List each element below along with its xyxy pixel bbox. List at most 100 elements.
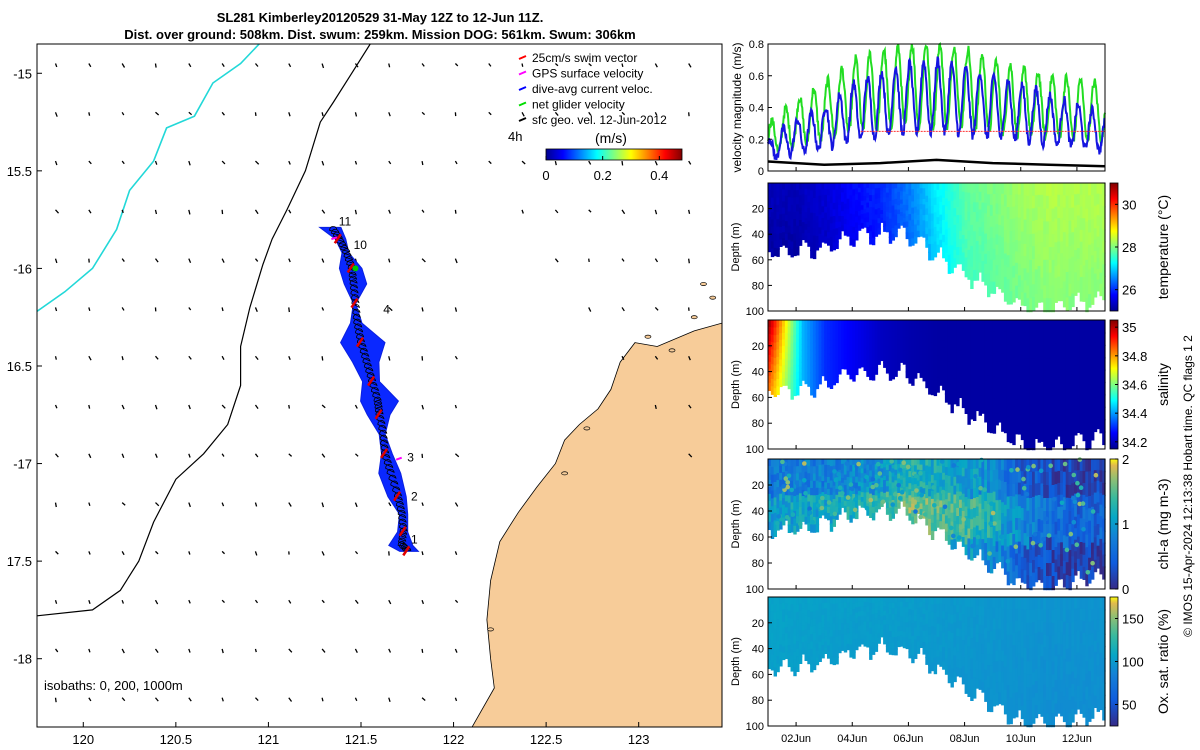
heatmap-cell [953,361,957,372]
heatmap-cell [841,324,845,331]
heatmap-cell [860,214,865,220]
heatmap-cell [950,494,954,505]
heatmap-cell [885,469,890,477]
geo-vector [221,404,226,409]
heatmap-cell [880,332,884,338]
heatmap-cell [1096,395,1100,408]
heatmap-cell [964,403,968,414]
heatmap-cell [824,355,828,363]
heatmap-cell [1023,280,1027,294]
heatmap-cell [1082,554,1086,568]
heatmap-cell [1074,342,1078,356]
day-label: 1 [411,533,418,547]
heatmap-cell [1082,194,1086,208]
heatmap-cell [846,512,850,520]
heatmap-cell [905,612,909,619]
heatmap-cell [782,365,786,373]
heatmap-cell [953,476,957,487]
heatmap-cell [916,647,921,654]
heatmap-cell [1054,355,1058,369]
heatmap-cell [1060,566,1064,580]
heatmap-cell [1054,331,1058,345]
geo-vector [221,648,224,654]
heatmap-cell [1082,253,1086,267]
heatmap-cell [964,384,968,396]
heatmap-cell [804,603,808,611]
heatmap-cell [824,212,828,220]
heatmap-cell [1020,343,1025,357]
heatmap-cell [838,480,842,488]
heatmap-cell [1096,341,1100,354]
heatmap-cell [944,320,949,330]
heatmap-cell [773,388,777,397]
heatmap-cell [1017,388,1022,401]
heatmap-cell [973,221,977,233]
heatmap-cell [961,502,966,513]
heatmap-cell [810,502,814,511]
heatmap-cell [770,654,775,664]
geo-vector [321,599,325,604]
heatmap-cell [807,630,811,638]
heatmap-cell [1029,511,1033,526]
heatmap-cell [908,615,912,623]
heatmap-cell [1085,423,1089,438]
heatmap-cell [1076,204,1081,217]
heatmap-cell [973,498,977,510]
heatmap-cell [911,189,915,197]
heatmap-cell [827,651,831,659]
heatmap-cell [1093,459,1098,472]
heatmap-cell [860,338,865,345]
heatmap-cell [905,188,909,196]
heatmap-cell [773,597,777,607]
heatmap-cell [1085,410,1089,425]
heatmap-cell [1003,608,1008,622]
heatmap-cell [975,260,980,271]
heatmap-cell [768,611,772,620]
heatmap-cell [835,332,839,340]
heatmap-cell [908,489,912,497]
heatmap-cell [835,459,839,467]
geo-vector [388,258,391,263]
heatmap-cell [1017,518,1022,531]
heatmap-cell [936,472,940,481]
heatmap-cell [798,201,803,209]
heatmap-cell [1046,298,1050,313]
heatmap-cell [1017,286,1022,300]
heatmap-cell [1003,276,1008,290]
heatmap-cell [1040,428,1044,442]
heatmap-cell [911,655,915,664]
heatmap-cell [874,623,879,631]
heatmap-cell [818,221,822,229]
heatmap-cell [815,603,820,612]
heatmap-cell [829,347,834,356]
heatmap-cell [1012,521,1016,536]
heatmap-cell [1102,332,1106,346]
heatmap-cell [984,511,988,524]
heatmap-cell [1048,259,1053,274]
heatmap-cell [900,626,904,633]
heatmap-cell [1009,332,1013,346]
heatmap-cell [796,342,800,351]
heatmap-cell [807,616,811,625]
heatmap-cell [804,326,808,334]
heatmap-cell [1020,520,1025,534]
heatmap-cell [857,499,862,506]
heatmap-cell [1102,369,1106,384]
heatmap-cell [1079,410,1084,424]
heatmap-cell [1003,620,1008,634]
heatmap-cell [849,509,853,517]
heatmap-cell [1085,371,1089,386]
heatmap-cell [891,320,895,328]
heatmap-cell [815,222,820,231]
heatmap-cell [810,604,814,614]
heatmap-cell [900,479,904,486]
heatmap-cell [812,509,817,519]
geo-vector [688,453,693,458]
heatmap-cell [922,199,926,206]
heatmap-cell [1076,353,1081,366]
heatmap-cell [959,207,963,217]
heatmap-cell [827,465,831,473]
heatmap-cell [964,654,968,666]
heatmap-cell [1085,509,1089,524]
heatmap-cell [939,365,943,373]
